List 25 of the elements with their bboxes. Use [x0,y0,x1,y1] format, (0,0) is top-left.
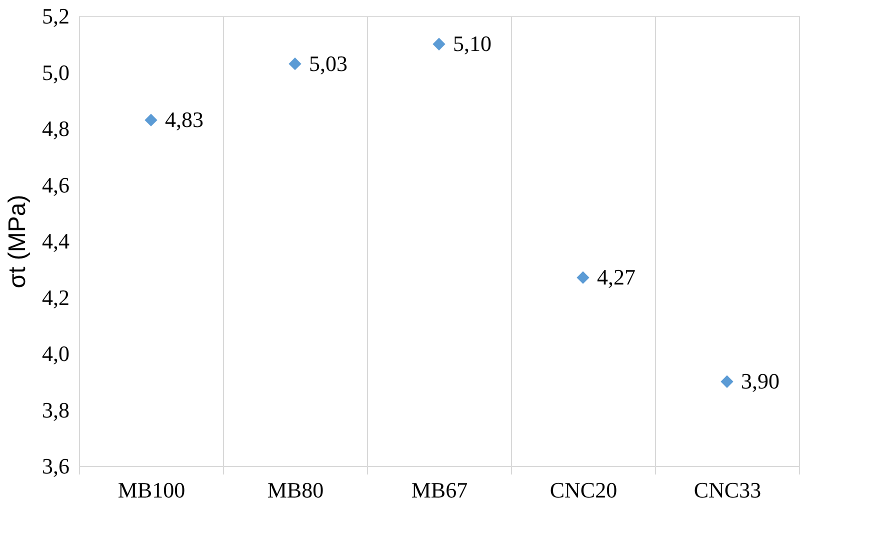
y-tick-label: 4,8 [42,116,70,141]
data-label: 5,10 [453,31,492,56]
point [288,57,302,70]
data-label: 4,27 [597,264,636,290]
x-tick-label: CNC33 [694,478,762,502]
data-label: 5,03 [309,50,348,76]
point [576,271,590,284]
y-axis-title: σt (MPa) [4,194,31,288]
y-tick-label: 5,2 [42,4,70,28]
y-tick-label: 4,4 [42,228,70,254]
x-tick-label: MB67 [411,478,468,502]
data-label: 3,90 [741,368,780,394]
x-tick-label: CNC20 [550,478,618,502]
y-tick-label: 4,6 [42,172,70,198]
y-tick-label: 3,6 [42,454,70,478]
point [720,375,734,388]
data-label: 4,83 [165,107,204,132]
y-tick-label: 3,8 [42,397,70,422]
y-tick-label: 4,2 [42,284,70,310]
point [144,114,158,126]
x-tick-label: MB100 [118,478,186,502]
y-tick-label: 4,0 [42,341,70,366]
x-tick-label: MB80 [267,478,324,502]
y-tick-label: 5,0 [42,60,70,85]
point [432,38,446,50]
